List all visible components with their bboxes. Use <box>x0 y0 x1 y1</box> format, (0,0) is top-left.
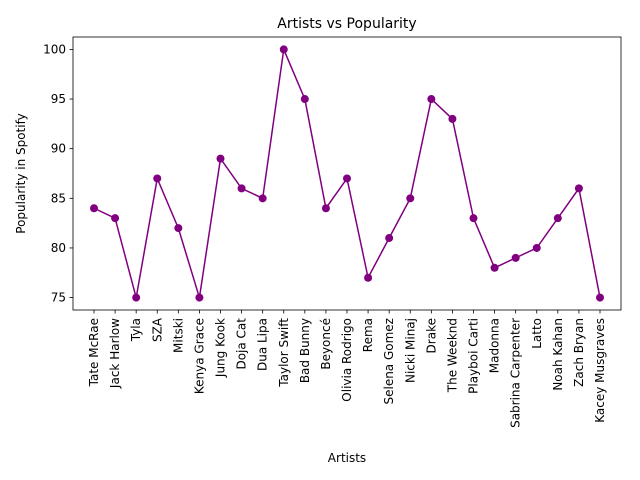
y-axis-label: Popularity in Spotify <box>14 113 28 233</box>
data-point <box>153 174 162 183</box>
data-point <box>111 214 120 223</box>
data-point <box>237 184 246 193</box>
x-tick-label: Jung Kook <box>214 318 228 378</box>
x-tick-label: Madonna <box>488 318 502 373</box>
data-point <box>195 293 204 302</box>
x-tick-label: Doja Cat <box>235 318 249 370</box>
data-point <box>216 154 225 163</box>
x-tick-label: Latto <box>530 318 544 349</box>
x-tick-label: Rema <box>361 318 375 352</box>
x-tick-label: Playboi Carti <box>467 318 481 394</box>
x-tick-label: Dua Lipa <box>256 318 270 371</box>
x-tick-label: Taylor Swift <box>277 318 291 388</box>
chart-title: Artists vs Popularity <box>277 16 416 32</box>
y-tick-label: 95 <box>51 92 66 106</box>
data-point <box>343 174 351 183</box>
y-axis: 75 80 85 90 95 100 <box>43 42 73 305</box>
x-tick-label: Jack Harlow <box>108 318 122 389</box>
data-point <box>553 214 562 223</box>
x-tick-label: Tyla <box>129 318 143 342</box>
x-tick-label: Drake <box>424 318 438 353</box>
y-tick-label: 90 <box>51 142 66 156</box>
y-tick-label: 75 <box>51 291 66 305</box>
x-tick-label: Kacey Musgraves <box>593 318 607 423</box>
data-point <box>364 273 373 282</box>
y-tick-label: 100 <box>43 42 66 56</box>
data-point <box>132 293 141 302</box>
x-tick-label: Bad Bunny <box>298 318 312 383</box>
data-point <box>532 243 541 252</box>
data-point <box>448 114 457 123</box>
y-tick-label: 85 <box>51 191 66 205</box>
x-tick-label: Olivia Rodrigo <box>340 318 354 402</box>
data-point <box>258 194 267 203</box>
x-tick-label: Kenya Grace <box>192 318 206 394</box>
x-axis: Tate McRae Jack Harlow Tyla SZA Mitski Kenya … <box>87 310 607 428</box>
x-tick-label: Noah Kahan <box>551 318 565 391</box>
data-point <box>300 95 309 104</box>
data-point <box>490 263 499 272</box>
data-point <box>406 194 415 203</box>
y-tick-label: 80 <box>51 241 66 255</box>
x-tick-label: SZA <box>150 317 164 342</box>
x-tick-label: The Weeknd <box>445 318 459 393</box>
series-line <box>93 46 601 298</box>
x-axis-label: Artists <box>328 451 366 465</box>
x-tick-label: Mitski <box>171 318 185 353</box>
data-point <box>174 224 183 233</box>
data-point <box>321 204 330 213</box>
data-point <box>596 293 604 302</box>
x-tick-label: Nicki Minaj <box>403 318 417 383</box>
x-tick-label: Beyoncé <box>319 318 333 370</box>
x-tick-label: Tate McRae <box>87 318 101 387</box>
data-point <box>574 184 583 193</box>
data-point <box>90 204 98 213</box>
plot-area-frame <box>72 36 622 311</box>
x-tick-label: Selena Gomez <box>382 318 396 405</box>
data-point <box>279 45 288 54</box>
data-point <box>385 234 394 243</box>
data-point <box>427 95 436 104</box>
x-tick-label: Sabrina Carpenter <box>509 318 523 428</box>
data-point <box>511 253 520 262</box>
series-popularity <box>90 45 604 302</box>
x-tick-label: Zach Bryan <box>572 318 586 387</box>
data-point <box>469 214 478 223</box>
